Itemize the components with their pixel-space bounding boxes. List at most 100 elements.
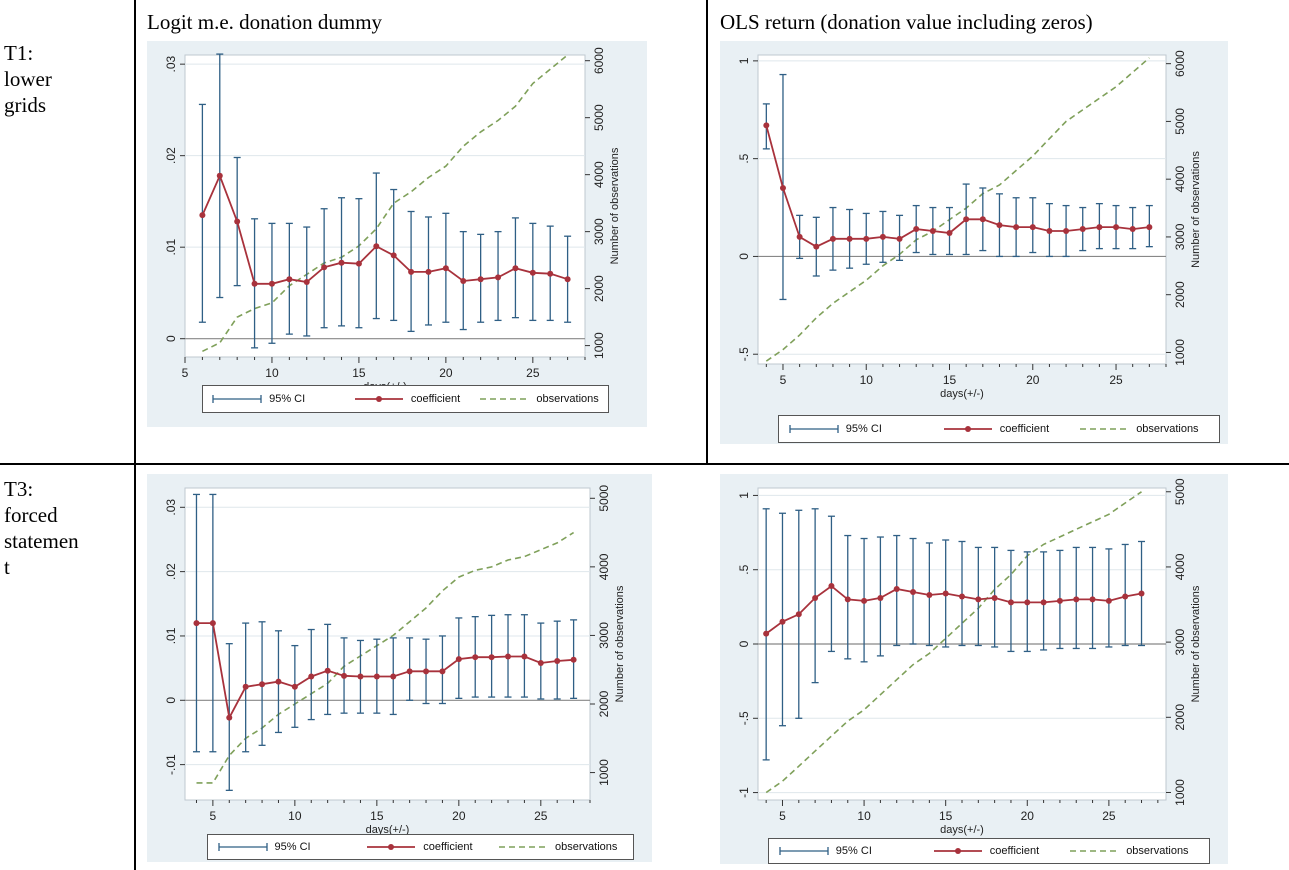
y2-tick-label: 2000: [592, 275, 606, 302]
coefficient-point: [991, 594, 998, 601]
coefficient-point: [1007, 599, 1014, 606]
y-tick-label: 1: [737, 57, 751, 64]
legend-item-observations: observations: [497, 835, 617, 859]
y-tick-label: -.5: [737, 711, 751, 725]
coefficient-point: [813, 243, 820, 250]
coefficient-point: [1113, 224, 1120, 231]
legend-symbol-obs: [499, 846, 547, 848]
y2-tick-label: 4000: [1173, 553, 1187, 580]
chart-legend: 95% CI coefficient observations: [207, 834, 634, 860]
chart-panel: 5 10 15 20 25 days(+/-) -1 -.5 0 .5 1 1000 2000 3000 4…: [720, 474, 1228, 864]
coefficient-point: [303, 278, 310, 285]
y-tick-label: 0: [737, 253, 751, 260]
y-tick-label: 1: [737, 492, 751, 499]
coefficient-point: [975, 596, 982, 603]
y2-axis-label: Number of observations: [614, 585, 626, 702]
coefficient-point: [763, 630, 770, 637]
x-tick-label: 10: [265, 366, 279, 380]
coefficient-point: [338, 259, 345, 266]
legend-item-ci: 95% CI: [211, 386, 305, 412]
legend-symbol-obs: [1080, 428, 1129, 430]
row-label-t1: T1: lower grids: [4, 40, 124, 118]
coefficient-point: [242, 683, 249, 690]
y2-axis-label: Number of observations: [1190, 585, 1202, 702]
coefficient-point: [495, 274, 502, 281]
coefficient-point: [812, 594, 819, 601]
coefficient-point: [251, 280, 258, 287]
x-tick-label: 20: [439, 366, 453, 380]
chart-svg: 5 10 15 20 25 days(+/-) -1 -.5 0 .5 1 1000 2000 3000 4…: [737, 478, 1202, 836]
x-tick-label: 25: [1109, 373, 1123, 387]
x-tick-label: 15: [370, 809, 384, 823]
y-tick-label: .01: [164, 239, 178, 256]
coefficient-point: [1089, 596, 1096, 603]
coefficient-point: [1013, 224, 1020, 231]
coefficient-point: [1129, 226, 1136, 233]
x-tick-label: 5: [182, 366, 189, 380]
coefficient-point: [564, 276, 571, 283]
legend-symbol-coef: [943, 426, 992, 432]
coefficient-point: [234, 218, 241, 225]
coefficient-point: [193, 620, 200, 627]
coefficient-point: [996, 222, 1003, 229]
x-tick-label: 25: [534, 809, 548, 823]
coefficient-point: [1079, 226, 1086, 233]
y-tick-label: .03: [164, 499, 178, 516]
x-tick-label: 15: [352, 366, 366, 380]
legend-coef-marker: [954, 848, 961, 854]
x-tick-label: 25: [1102, 809, 1116, 823]
y-tick-label: 0: [737, 640, 751, 647]
coefficient-point: [926, 591, 933, 598]
legend-coef-marker: [388, 844, 395, 850]
coefficient-point: [209, 620, 216, 627]
coefficient-point: [1096, 224, 1103, 231]
y-tick-label: .5: [737, 564, 751, 574]
coefficient-point: [275, 678, 282, 685]
coefficient-point: [442, 265, 449, 272]
chart-panel: 5 10 15 20 25 days(+/-) -.01 0 .01 .02 .03 1000 2000…: [147, 474, 652, 862]
y2-tick-label: 4000: [597, 553, 611, 580]
y-tick-label: .02: [164, 563, 178, 580]
coefficient-point: [795, 611, 802, 618]
coefficient-point: [796, 233, 803, 240]
coefficient-point: [390, 673, 397, 680]
chart-legend: 95% CI coefficient observations: [202, 385, 609, 413]
y-tick-label: .5: [737, 153, 751, 163]
y-tick-label: .02: [164, 147, 178, 164]
legend-label: coefficient: [410, 393, 461, 405]
legend-symbol-obs: [1070, 850, 1119, 852]
plot-area: [184, 54, 586, 358]
coefficient-point: [861, 597, 868, 604]
legend-item-observations: observations: [1068, 839, 1189, 863]
coefficient-point: [929, 228, 936, 235]
legend-item-coefficient: coefficient: [353, 386, 460, 412]
coefficient-point: [1073, 596, 1080, 603]
coefficient-point: [216, 172, 223, 179]
coefficient-point: [308, 673, 315, 680]
y2-axis-label: Number of observations: [1190, 151, 1202, 268]
series-observations-line: [202, 54, 569, 353]
series-observations-line: [765, 491, 1142, 794]
x-tick-label: 20: [1021, 809, 1035, 823]
coefficient-point: [324, 667, 331, 674]
y2-tick-label: 5000: [1173, 478, 1187, 505]
table-rule-middle: [706, 0, 708, 464]
coefficient-point: [1024, 599, 1031, 606]
coefficient-point: [844, 596, 851, 603]
table-rule-horizontal: [0, 463, 1289, 465]
y-tick-label: -1: [737, 787, 751, 798]
legend-label: 95% CI: [845, 423, 882, 435]
y2-axis-label: Number of observations: [609, 147, 621, 264]
legend-symbol-coef: [933, 848, 982, 854]
coefficient-point: [877, 594, 884, 601]
legend-item-coefficient: coefficient: [365, 835, 473, 859]
coefficient-point: [425, 268, 432, 275]
legend-symbol-ci: [779, 847, 829, 855]
legend-label: 95% CI: [269, 393, 306, 405]
coefficient-point: [1146, 224, 1153, 231]
legend-label: coefficient: [423, 841, 473, 853]
coefficient-point: [291, 683, 298, 690]
coefficient-point: [408, 268, 415, 275]
coefficient-point: [259, 681, 266, 688]
y2-tick-label: 4000: [1173, 166, 1187, 193]
